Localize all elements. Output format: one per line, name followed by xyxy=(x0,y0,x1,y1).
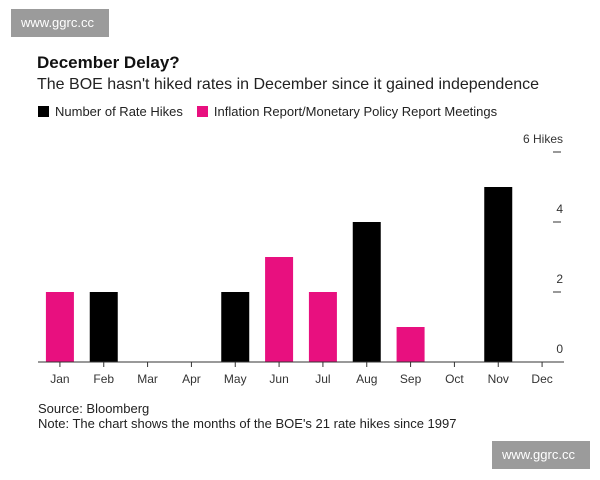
y-tick-label: 4 xyxy=(556,202,563,216)
x-tick-label: May xyxy=(224,372,247,386)
x-tick-label: Mar xyxy=(137,372,158,386)
bar-jul xyxy=(308,292,337,362)
y-tick-label: 2 xyxy=(556,272,563,286)
x-tick-label: Apr xyxy=(182,372,201,386)
x-tick-label: Nov xyxy=(488,372,509,386)
legend-item-report-meetings: Inflation Report/Monetary Policy Report … xyxy=(196,104,498,119)
chart-title: December Delay? xyxy=(37,53,180,72)
legend: Number of Rate Hikes Inflation Report/Mo… xyxy=(38,104,511,119)
bar-nov xyxy=(484,187,513,362)
bar-feb xyxy=(89,292,118,362)
x-tick-label: Feb xyxy=(93,372,114,386)
note-text: Note: The chart shows the months of the … xyxy=(38,416,457,431)
bar-aug xyxy=(352,222,381,362)
x-tick-label: Jan xyxy=(50,372,69,386)
bar-may xyxy=(221,292,250,362)
x-tick-label: Dec xyxy=(531,372,552,386)
x-tick-label: Sep xyxy=(400,372,422,386)
y-tick-label: 6 Hikes xyxy=(523,132,563,146)
y-tick-label: 0 xyxy=(556,342,563,356)
legend-swatch-rate-hikes xyxy=(38,106,49,117)
legend-swatch-report-meetings xyxy=(196,106,208,117)
watermark-top: www.ggrc.cc xyxy=(11,9,109,37)
bar-jun xyxy=(265,257,294,362)
x-tick-label: Aug xyxy=(356,372,377,386)
x-tick-label: Jul xyxy=(315,372,330,386)
chart-subtitle: The BOE hasn't hiked rates in December s… xyxy=(37,76,540,93)
x-tick-label: Jun xyxy=(269,372,288,386)
x-tick-label: Oct xyxy=(445,372,464,386)
bar-sep xyxy=(396,327,425,362)
legend-label-report-meetings: Inflation Report/Monetary Policy Report … xyxy=(213,104,498,119)
bar-jan xyxy=(45,292,74,362)
chart-footer: Source: Bloomberg Note: The chart shows … xyxy=(38,401,456,431)
legend-item-rate-hikes: Number of Rate Hikes xyxy=(38,104,183,119)
legend-label-rate-hikes: Number of Rate Hikes xyxy=(55,104,183,119)
source-text: Source: Bloomberg xyxy=(38,401,150,416)
watermark-bottom: www.ggrc.cc xyxy=(492,441,590,469)
